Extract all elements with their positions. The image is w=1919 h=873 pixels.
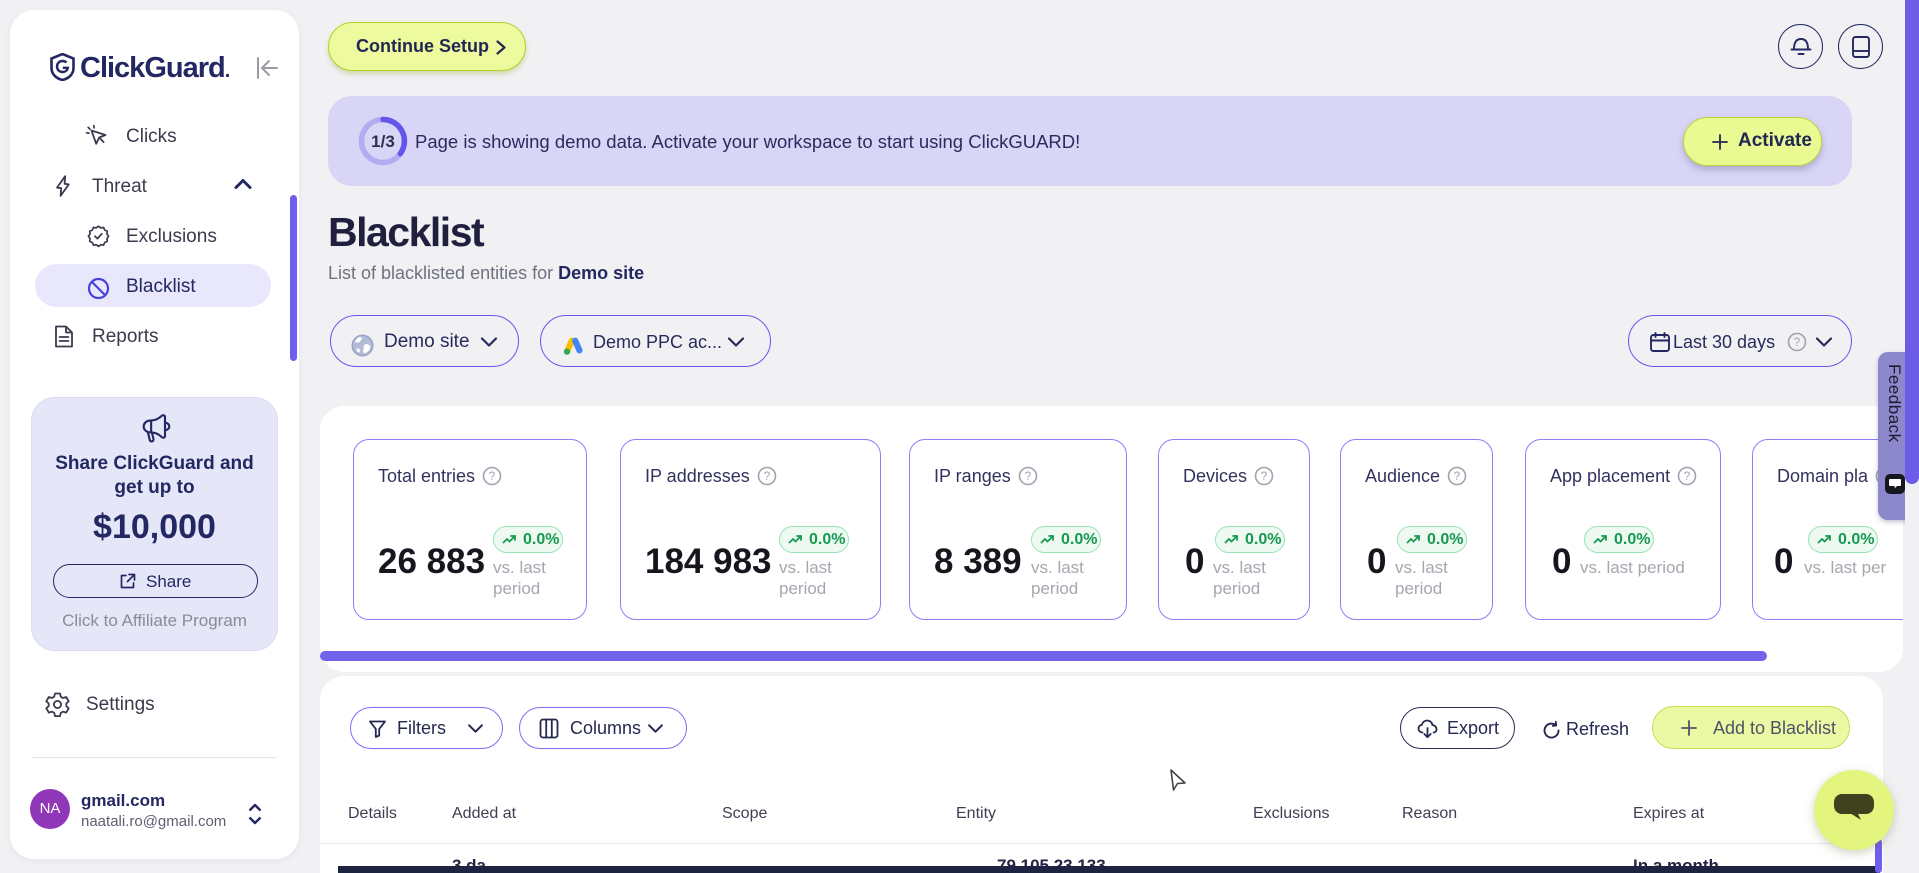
- svg-text:?: ?: [1025, 471, 1031, 483]
- svg-text:?: ?: [764, 471, 770, 483]
- svg-text:?: ?: [489, 471, 495, 483]
- svg-text:?: ?: [1261, 471, 1267, 483]
- svg-text:?: ?: [1454, 471, 1460, 483]
- svg-text:?: ?: [1794, 337, 1800, 349]
- svg-text:?: ?: [1684, 471, 1690, 483]
